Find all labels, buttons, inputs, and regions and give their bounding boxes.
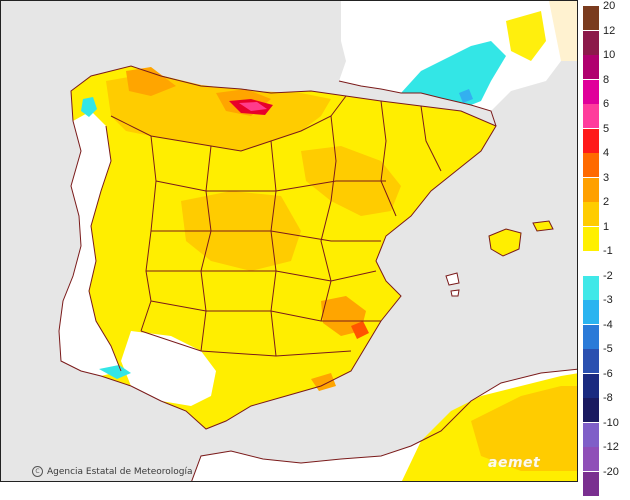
legend-swatch [583, 6, 599, 30]
mallorca [488, 228, 522, 257]
andalusia-neutral [121, 331, 216, 406]
legend-label: -6 [603, 367, 613, 380]
legend-swatch [583, 177, 599, 202]
legend-label: 20 [603, 0, 616, 12]
legend-label: -12 [603, 441, 619, 453]
legend-label: 10 [603, 49, 616, 61]
murcia-orange [351, 321, 369, 339]
legend-item: 10 [583, 49, 629, 79]
legend-item: 5 [583, 123, 629, 153]
south-orange [311, 373, 336, 391]
france-cyan-area [401, 41, 506, 105]
legend-label: 4 [603, 147, 610, 159]
legend-swatch [583, 275, 599, 300]
legend-swatch [583, 373, 599, 398]
legend-swatch [583, 447, 599, 471]
legend-swatch [583, 202, 599, 226]
legend-swatch [583, 324, 599, 349]
legend-label: 8 [603, 73, 610, 86]
legend-item: -10 [583, 417, 629, 447]
legend-swatch [583, 471, 599, 496]
copyright-icon: C [32, 466, 43, 477]
france-blue-spot [459, 89, 473, 103]
country-borders [191, 80, 577, 481]
legend-label: 5 [603, 122, 610, 135]
legend-swatch [583, 398, 599, 422]
legend-swatch [583, 55, 599, 79]
legend-label: -3 [603, 294, 613, 306]
legend-label: -1 [603, 245, 613, 257]
north-africa-orange [471, 386, 577, 471]
legend-label: -2 [603, 269, 613, 282]
swiss-corner [549, 1, 577, 61]
legend-swatch [583, 104, 599, 128]
legend-item: -6 [583, 368, 629, 398]
legend-item: -3 [583, 294, 629, 324]
galicia-cyan [81, 97, 97, 117]
legend-item: -2 [583, 270, 629, 300]
legend-label: 6 [603, 98, 610, 110]
cantabria-pink [239, 102, 267, 111]
legend-item: -4 [583, 319, 629, 349]
color-legend: 20 12 10 8 6 5 4 3 2 1 -1 -2 -3 -4 -5 -6 -8 -10 -12 -20 [583, 0, 629, 496]
legend-label: -5 [603, 343, 613, 355]
anomaly-map [0, 0, 578, 482]
formentera [450, 289, 460, 297]
legend-item: -8 [583, 392, 629, 422]
legend-label: -8 [603, 392, 613, 404]
legend-swatch [583, 153, 599, 177]
legend-item: 8 [583, 74, 629, 104]
legend-item: 20 [583, 0, 629, 30]
legend-item: 4 [583, 147, 629, 177]
legend-item: 12 [583, 25, 629, 55]
legend-item: 3 [583, 172, 629, 202]
legend-swatch [583, 300, 599, 324]
legend-swatch [583, 251, 599, 275]
map-canvas [1, 1, 577, 481]
legend-swatch [583, 226, 599, 251]
aemet-logo: aemet [488, 455, 541, 471]
menorca [532, 220, 554, 232]
huelva-cyan [99, 365, 131, 379]
credit-text: Agencia Estatal de Meteorología [47, 466, 193, 477]
legend-item: 2 [583, 196, 629, 226]
legend-swatch [583, 128, 599, 153]
legend-item: -5 [583, 343, 629, 373]
legend-label: 2 [603, 196, 610, 208]
legend-swatch [583, 349, 599, 373]
legend-item: -12 [583, 441, 629, 471]
province-borders [58, 65, 497, 430]
legend-label: -20 [603, 465, 619, 478]
legend-swatch [583, 422, 599, 447]
legend-swatch [583, 79, 599, 104]
legend-label: 1 [603, 220, 610, 233]
legend-item: -1 [583, 245, 629, 275]
legend-item: 6 [583, 98, 629, 128]
ibiza [445, 272, 460, 286]
legend-label: -10 [603, 416, 619, 429]
legend-item: 1 [583, 221, 629, 251]
legend-swatch [583, 30, 599, 55]
legend-label: 12 [603, 24, 616, 37]
legend-label: 3 [603, 171, 610, 184]
credit-line: C Agencia Estatal de Meteorología [32, 466, 193, 477]
legend-item: -20 [583, 466, 629, 496]
legend-label: -4 [603, 318, 613, 331]
